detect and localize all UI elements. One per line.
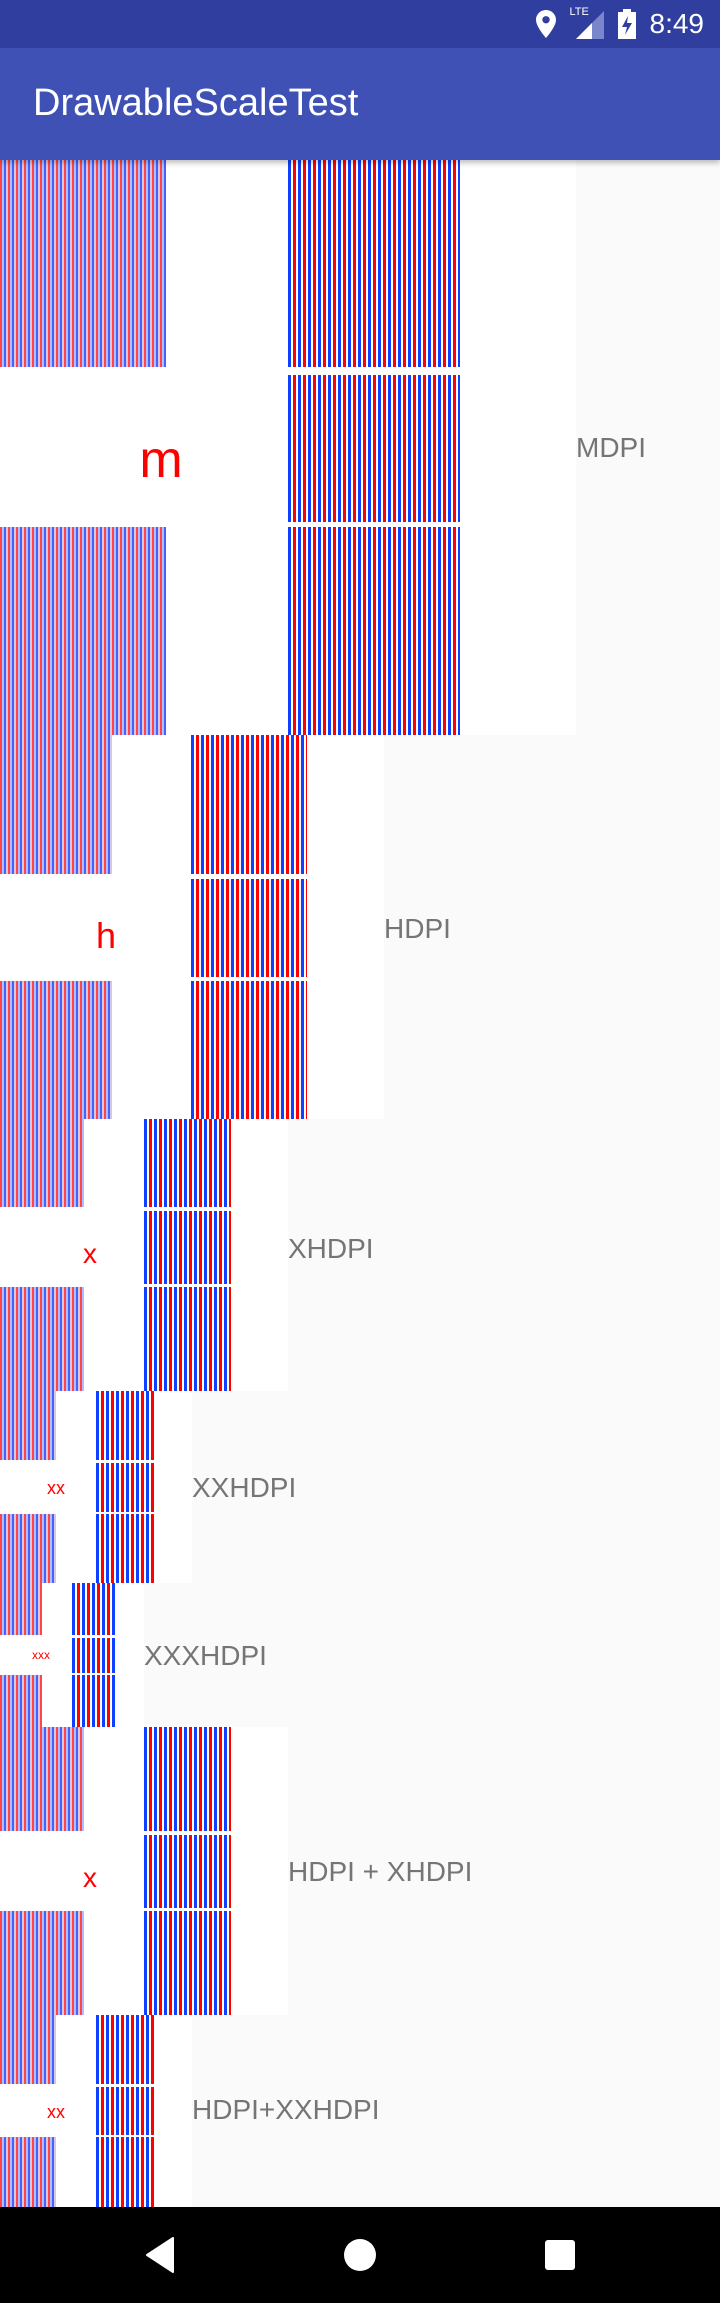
stripe-drawable-bottom [96, 2137, 154, 2207]
stripe-drawable-top [96, 2015, 154, 2084]
stripe-drawable-middle [144, 1835, 231, 1908]
density-label: HDPI [384, 913, 451, 944]
density-section: xx XXHDPI [0, 1391, 720, 1583]
stripe-drawable-middle [96, 2087, 154, 2135]
density-label: MDPI [576, 432, 646, 463]
stripe-drawable-middle [72, 1638, 115, 1673]
density-section: xxx XXXHDPI [0, 1583, 720, 1727]
stripe-drawable-top [144, 1119, 231, 1207]
scaled-drawable-top [0, 1583, 42, 1635]
scaled-drawable-bottom [0, 2137, 56, 2207]
navigation-bar [0, 2207, 720, 2303]
stripe-drawable-middle [288, 375, 460, 522]
back-icon[interactable] [145, 2237, 175, 2273]
stripe-drawable-bottom [96, 1514, 154, 1583]
density-label: XXHDPI [192, 1472, 297, 1503]
density-section: m MDPI [0, 160, 720, 735]
density-char: xx [47, 2102, 65, 2122]
density-char: x [83, 1238, 97, 1269]
density-char: h [95, 915, 117, 956]
scaled-drawable-bottom [0, 1911, 84, 2015]
location-icon [535, 10, 556, 38]
stripe-drawable-top [144, 1727, 231, 1831]
scaled-drawable-top [0, 1727, 84, 1831]
density-char: m [139, 431, 183, 489]
app-title: DrawableScaleTest [33, 82, 359, 124]
stripe-drawable-top [96, 1391, 154, 1460]
density-char: x [83, 1862, 97, 1893]
network-type: LTE [569, 6, 589, 18]
stripe-drawable-middle [191, 879, 307, 977]
density-label: XXXHDPI [144, 1640, 267, 1671]
stripe-drawable-bottom [72, 1675, 115, 1727]
status-bar: LTE 8:49 [0, 0, 720, 48]
stripe-drawable-bottom [288, 527, 460, 735]
home-icon[interactable] [343, 2238, 377, 2272]
stripe-drawable-bottom [144, 1911, 231, 2015]
density-char: xx [47, 1478, 65, 1498]
density-section: x HDPI + XHDPI [0, 1727, 720, 2015]
stripe-drawable-middle [144, 1211, 231, 1284]
stripe-drawable-bottom [191, 981, 307, 1119]
clock: 8:49 [649, 8, 705, 39]
scaled-drawable-bottom [0, 1675, 42, 1727]
density-section: h HDPI [0, 735, 720, 1119]
scaled-drawable-top [0, 160, 166, 367]
density-section: xx HDPI+XXHDPI [0, 2015, 720, 2207]
stripe-drawable-top [288, 160, 460, 367]
density-label: HDPI+XXHDPI [192, 2094, 380, 2125]
stripe-drawable-middle [96, 1463, 154, 1512]
density-char: xxx [32, 1648, 50, 1662]
density-label: XHDPI [288, 1233, 374, 1264]
density-section: x XHDPI [0, 1119, 720, 1391]
battery-charging-icon [617, 9, 636, 39]
recents-icon[interactable] [545, 2240, 575, 2270]
density-label: HDPI + XHDPI [288, 1856, 473, 1887]
lte-signal-icon: LTE [569, 6, 604, 39]
stripe-drawable-top [191, 735, 307, 874]
scaled-drawable-bottom [0, 981, 112, 1119]
scaled-drawable-bottom [0, 1287, 84, 1391]
stripe-drawable-top [72, 1583, 115, 1635]
scaled-drawable-top [0, 2015, 56, 2084]
scaled-drawable-top [0, 735, 112, 874]
stripe-drawable-bottom [144, 1287, 231, 1391]
scaled-drawable-top [0, 1391, 56, 1460]
scaled-drawable-top [0, 1119, 84, 1207]
scaled-drawable-bottom [0, 1514, 56, 1583]
scaled-drawable-bottom [0, 527, 166, 735]
app-toolbar: DrawableScaleTest [0, 48, 720, 160]
